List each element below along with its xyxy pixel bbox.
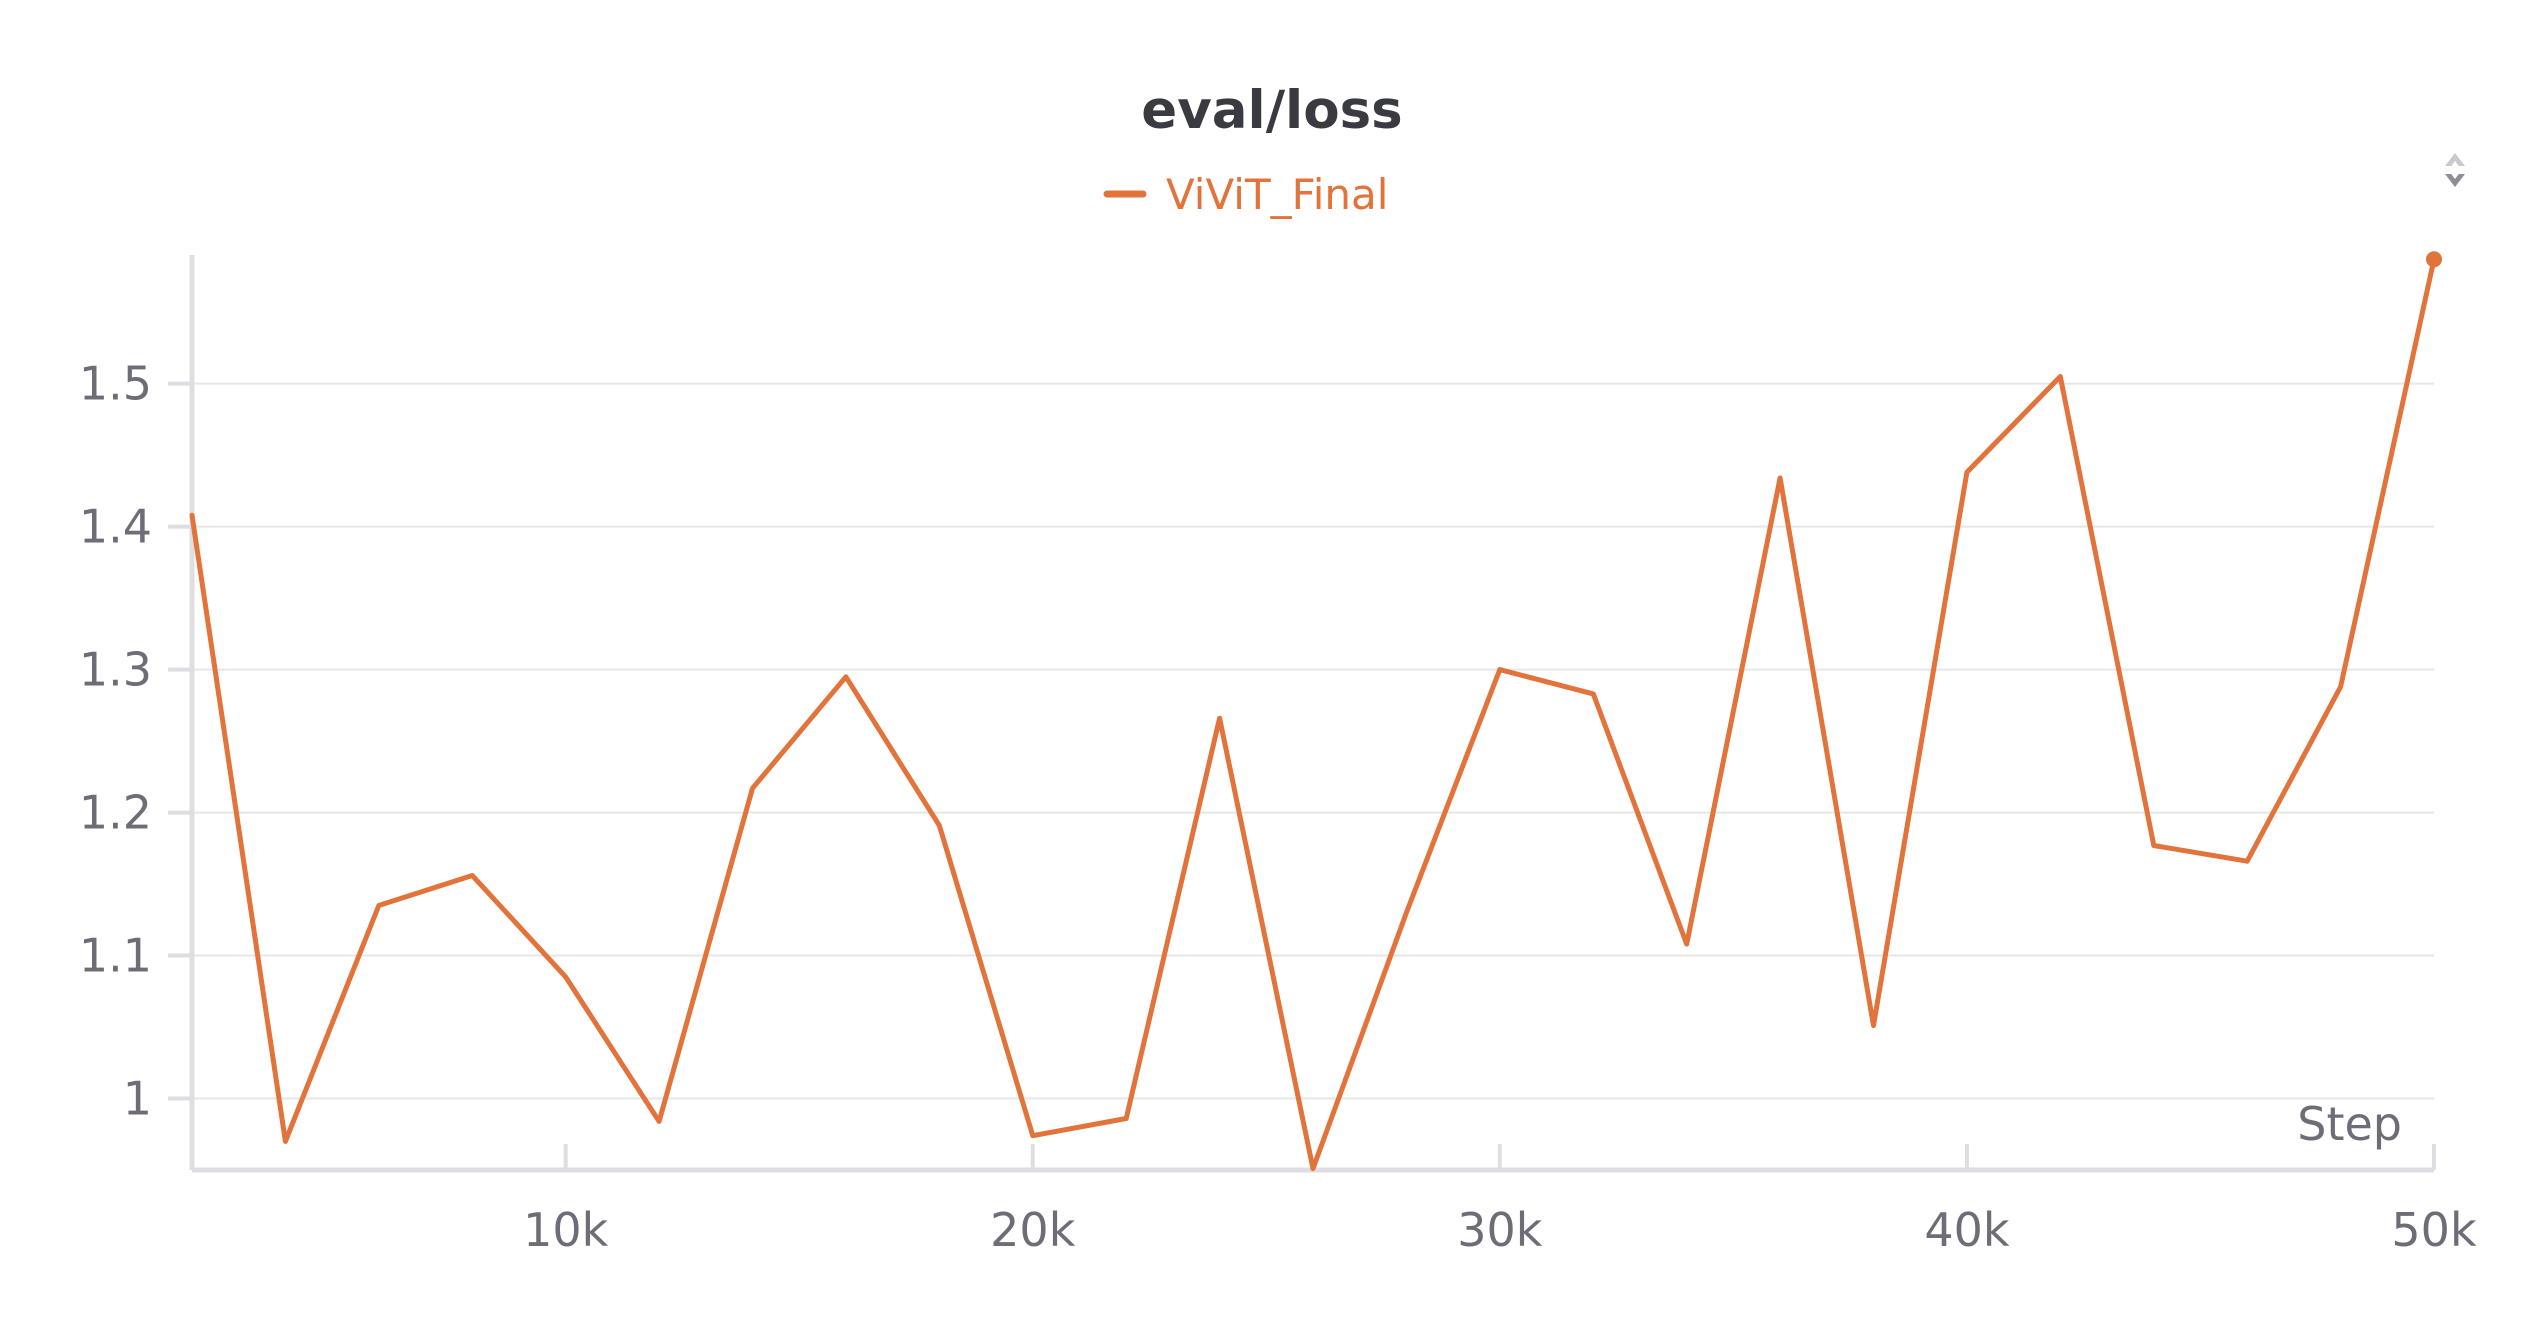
data-point[interactable] — [653, 1115, 665, 1127]
chart-title: eval/loss — [1141, 80, 1402, 141]
x-tick-label: 50k — [2391, 1203, 2477, 1257]
data-point[interactable] — [933, 819, 945, 831]
data-point[interactable] — [2335, 681, 2347, 693]
data-point[interactable] — [2054, 371, 2066, 383]
series-layer — [186, 251, 2442, 1175]
data-point[interactable] — [1307, 1163, 1319, 1175]
data-point[interactable] — [840, 671, 852, 683]
x-axis-ticks: 10k 20k 30k 40k 50k — [523, 1144, 2477, 1257]
y-tick-label: 1.4 — [79, 500, 152, 554]
data-point[interactable] — [1587, 688, 1599, 700]
axes — [189, 255, 2434, 1173]
last-data-point[interactable] — [2426, 251, 2442, 268]
data-point[interactable] — [2148, 840, 2160, 852]
x-axis-title: Step — [2297, 1097, 2402, 1151]
y-tick-label: 1.5 — [79, 357, 152, 411]
series-line-vivit-final[interactable] — [189, 256, 2437, 1172]
data-point[interactable] — [1681, 938, 1693, 950]
y-tick-label: 1.1 — [79, 929, 152, 983]
data-point[interactable] — [747, 782, 759, 794]
x-tick-label: 20k — [990, 1203, 1076, 1257]
data-point[interactable] — [1868, 1020, 1880, 1032]
data-point[interactable] — [466, 870, 478, 882]
x-tick-label: 40k — [1924, 1203, 2010, 1257]
y-axis-ticks: 1 1.1 1.2 1.3 1.4 1.5 — [79, 357, 192, 1126]
data-point[interactable] — [1027, 1130, 1039, 1142]
data-point[interactable] — [2241, 855, 2253, 867]
x-tick-label: 10k — [523, 1203, 609, 1257]
data-point[interactable] — [1214, 712, 1226, 724]
data-point[interactable] — [1400, 907, 1412, 919]
legend-label[interactable]: ViViT_Final — [1166, 170, 1388, 219]
gridlines — [192, 382, 2434, 1100]
data-point[interactable] — [1774, 472, 1786, 484]
data-point[interactable] — [560, 971, 572, 983]
data-point[interactable] — [186, 509, 198, 521]
data-point[interactable] — [373, 900, 385, 912]
x-tick-label: 30k — [1457, 1203, 1543, 1257]
data-point[interactable] — [1120, 1113, 1132, 1125]
y-tick-label: 1.2 — [79, 786, 152, 840]
legend[interactable]: ViViT_Final — [1103, 170, 1388, 219]
expand-collapse-icon[interactable] — [2445, 153, 2465, 187]
data-point[interactable] — [279, 1135, 291, 1147]
data-point[interactable] — [1961, 466, 1973, 478]
y-tick-label: 1 — [123, 1072, 152, 1126]
y-tick-label: 1.3 — [79, 643, 152, 697]
data-point[interactable] — [1494, 664, 1506, 676]
